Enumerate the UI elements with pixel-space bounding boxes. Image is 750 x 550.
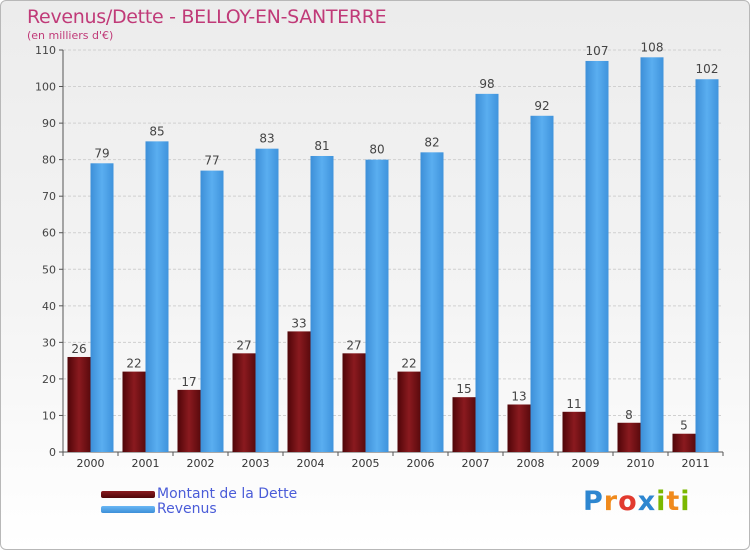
chart-subtitle: (en milliers d'€) <box>27 29 114 42</box>
data-label-revenue: 92 <box>534 99 549 113</box>
data-label-debt: 22 <box>126 357 141 371</box>
data-label-revenue: 102 <box>696 62 719 76</box>
bar-revenue <box>200 170 224 452</box>
data-label-revenue: 85 <box>149 124 164 138</box>
grid-lines <box>63 49 723 416</box>
data-label-revenue: 80 <box>369 143 384 157</box>
bar-debt <box>397 371 421 452</box>
logo-letter: P <box>583 486 604 517</box>
bars <box>67 57 719 453</box>
y-tick-label: 30 <box>42 336 56 349</box>
logo-letter: x <box>637 486 657 517</box>
y-tick-label: 40 <box>42 300 56 313</box>
bar-debt <box>672 433 696 452</box>
logo-letter: o <box>618 486 638 517</box>
data-label-debt: 26 <box>71 342 86 356</box>
x-tick-label: 2002 <box>187 457 215 470</box>
legend-swatch-debt <box>101 491 155 498</box>
legend-label-debt: Montant de la Dette <box>157 486 298 502</box>
legend-swatch-revenue <box>101 506 155 513</box>
y-tick-label: 80 <box>42 154 56 167</box>
x-tick-label: 2003 <box>242 457 270 470</box>
bar-revenue <box>420 152 444 452</box>
x-tick-label: 2009 <box>572 457 600 470</box>
bar-revenue <box>255 148 279 452</box>
data-label-revenue: 83 <box>259 132 274 146</box>
data-label-revenue: 108 <box>641 40 664 54</box>
data-label-debt: 27 <box>346 338 361 352</box>
data-label-debt: 33 <box>291 316 306 330</box>
bar-debt <box>452 397 476 452</box>
bar-revenue <box>585 60 609 453</box>
data-label-revenue: 79 <box>94 146 109 160</box>
bar-debt <box>232 353 256 452</box>
y-tick-label: 0 <box>49 446 56 459</box>
bar-revenue <box>530 115 554 453</box>
x-tick-label: 2007 <box>462 457 490 470</box>
bar-revenue <box>695 79 719 453</box>
y-tick-label: 10 <box>42 409 56 422</box>
bar-revenue <box>365 159 389 453</box>
bar-revenue <box>145 141 169 452</box>
y-tick-label: 70 <box>42 190 56 203</box>
x-tick-label: 2005 <box>352 457 380 470</box>
data-label-revenue: 82 <box>424 135 439 149</box>
data-label-debt: 5 <box>680 419 688 433</box>
data-label-debt: 27 <box>236 338 251 352</box>
data-label-revenue: 107 <box>586 44 609 58</box>
logo-letter: i <box>656 486 667 517</box>
logo-letter: r <box>603 486 619 517</box>
data-label-debt: 11 <box>566 397 581 411</box>
data-label-debt: 17 <box>181 375 196 389</box>
bar-revenue <box>640 57 664 453</box>
bar-debt <box>507 404 531 452</box>
chart-title: Revenus/Dette - BELLOY-EN-SANTERRE <box>27 6 387 28</box>
data-label-debt: 8 <box>625 408 633 422</box>
data-label-revenue: 81 <box>314 139 329 153</box>
bar-debt <box>122 371 146 452</box>
x-tick-label: 2001 <box>132 457 160 470</box>
logo-letter: t <box>666 486 681 517</box>
x-tick-label: 2010 <box>627 457 655 470</box>
y-tick-label: 50 <box>42 263 56 276</box>
x-tick-label: 2006 <box>407 457 435 470</box>
y-tick-label: 100 <box>35 81 56 94</box>
x-tick-label: 2004 <box>297 457 325 470</box>
data-labels: 2679228517772783338127802282159813921110… <box>71 40 718 432</box>
data-label-debt: 13 <box>511 389 526 403</box>
bar-debt <box>67 356 91 452</box>
proxiti-logo: Proxiti <box>583 486 691 517</box>
axes: 0 10 20 30 40 50 60 70 80 90 100 110 2000 2001 2002 200… <box>35 44 724 470</box>
x-tick-label: 2000 <box>77 457 105 470</box>
bar-debt <box>342 353 366 452</box>
bar-debt <box>562 411 586 452</box>
x-tick-label: 2011 <box>682 457 710 470</box>
bar-debt <box>287 331 311 452</box>
data-label-revenue: 77 <box>204 154 219 168</box>
y-tick-label: 110 <box>35 44 56 57</box>
bar-debt <box>177 389 201 452</box>
data-label-debt: 15 <box>456 382 471 396</box>
x-tick-label: 2008 <box>517 457 545 470</box>
legend-label-revenue: Revenus <box>157 501 217 517</box>
data-label-revenue: 98 <box>479 77 494 91</box>
bar-debt <box>617 422 641 452</box>
bar-revenue <box>475 93 499 452</box>
y-tick-label: 20 <box>42 373 56 386</box>
bar-revenue <box>90 163 114 453</box>
y-tick-label: 90 <box>42 117 56 130</box>
bar-revenue <box>310 155 334 452</box>
y-tick-label: 60 <box>42 227 56 240</box>
logo-letter: i <box>680 486 691 517</box>
data-label-debt: 22 <box>401 357 416 371</box>
